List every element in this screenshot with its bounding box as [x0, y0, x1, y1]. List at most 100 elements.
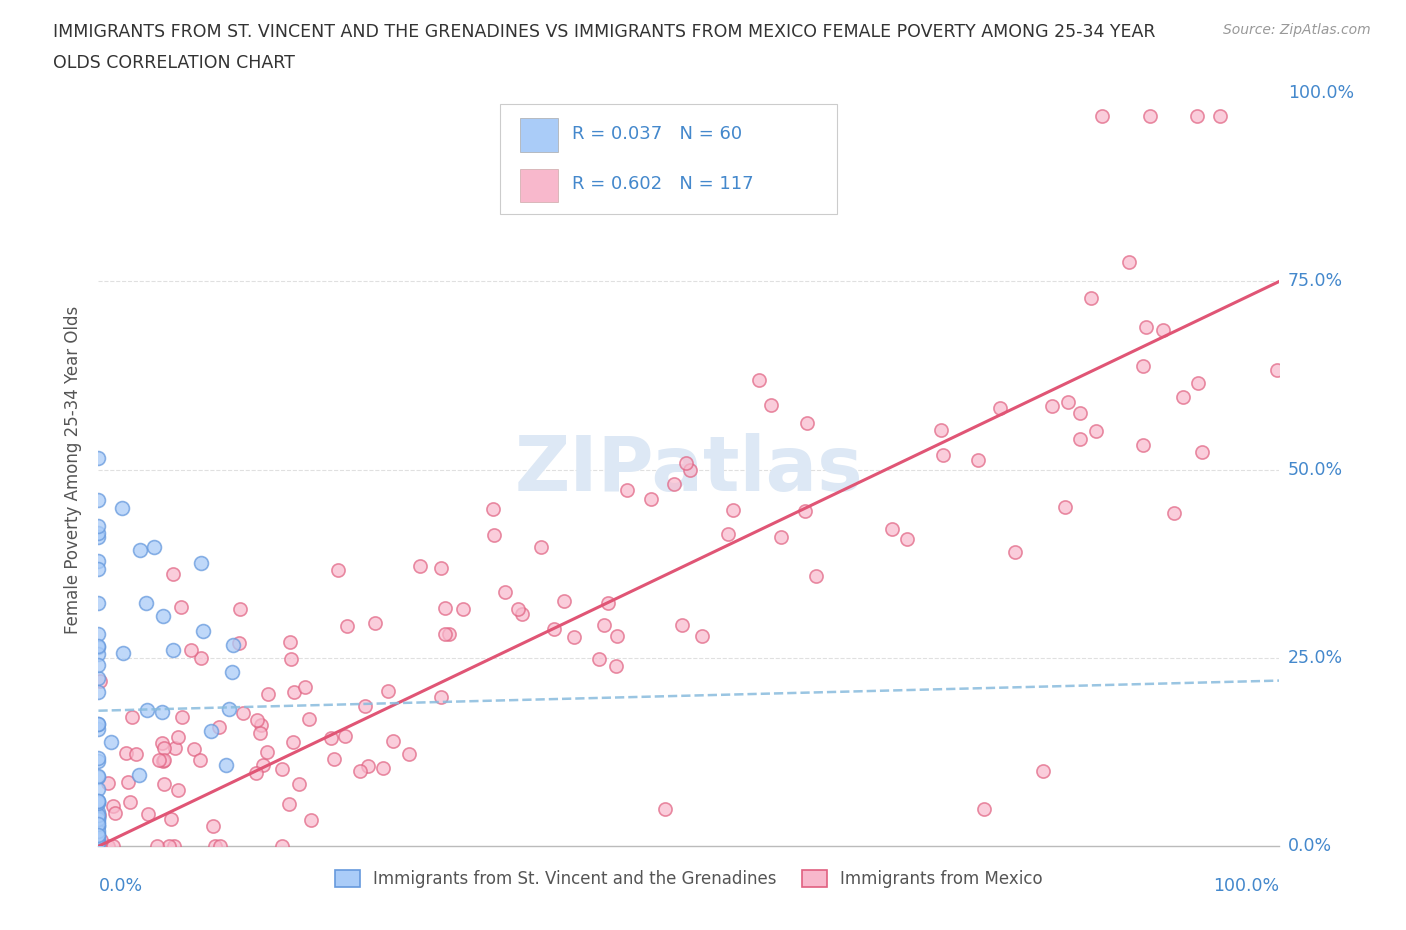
- Point: [560, 199, 582, 214]
- Text: Source: ZipAtlas.com: Source: ZipAtlas.com: [1223, 23, 1371, 37]
- Point: [382, 734, 405, 749]
- Point: [336, 618, 359, 633]
- Point: [87, 815, 110, 830]
- Text: 50.0%: 50.0%: [1288, 460, 1343, 479]
- Point: [104, 806, 127, 821]
- Point: [166, 730, 188, 745]
- Point: [101, 839, 124, 854]
- Point: [326, 563, 349, 578]
- Point: [87, 794, 110, 809]
- Point: [87, 530, 110, 545]
- Point: [97, 776, 120, 790]
- Point: [152, 752, 174, 767]
- Point: [1171, 390, 1194, 405]
- Point: [323, 751, 346, 766]
- Point: [87, 684, 110, 699]
- Point: [1069, 432, 1091, 447]
- Point: [1091, 108, 1114, 123]
- Point: [932, 447, 955, 462]
- Point: [364, 616, 387, 631]
- Point: [152, 609, 174, 624]
- Point: [640, 491, 662, 506]
- Point: [153, 777, 176, 791]
- Point: [103, 798, 125, 813]
- Point: [1132, 438, 1154, 453]
- Point: [87, 450, 110, 465]
- Point: [202, 819, 225, 834]
- Point: [87, 810, 110, 825]
- Point: [530, 539, 553, 554]
- Point: [616, 483, 638, 498]
- Point: [1163, 506, 1185, 521]
- Point: [87, 525, 110, 540]
- Point: [97, 839, 120, 854]
- Point: [510, 606, 533, 621]
- Point: [1085, 423, 1108, 438]
- Point: [87, 828, 110, 843]
- Point: [451, 602, 474, 617]
- Point: [335, 728, 357, 743]
- Point: [371, 761, 394, 776]
- Point: [675, 456, 697, 471]
- Point: [163, 839, 186, 854]
- Point: [163, 740, 186, 755]
- Point: [252, 757, 274, 772]
- Point: [596, 595, 619, 610]
- Point: [87, 807, 110, 822]
- Point: [1069, 405, 1091, 420]
- Point: [434, 600, 457, 615]
- Point: [87, 562, 110, 577]
- Point: [87, 553, 110, 568]
- FancyBboxPatch shape: [501, 104, 837, 214]
- Point: [671, 618, 693, 632]
- Point: [87, 658, 110, 672]
- Text: ZIPatlas: ZIPatlas: [515, 432, 863, 507]
- Point: [115, 746, 138, 761]
- Point: [90, 833, 112, 848]
- Point: [245, 765, 267, 780]
- Point: [87, 781, 110, 796]
- Point: [748, 372, 770, 387]
- Point: [796, 416, 818, 431]
- Point: [593, 618, 616, 632]
- Point: [398, 747, 420, 762]
- Point: [87, 769, 110, 784]
- Point: [543, 621, 565, 636]
- Point: [170, 710, 193, 724]
- Point: [153, 740, 176, 755]
- Point: [87, 793, 110, 808]
- Point: [1267, 362, 1289, 377]
- Point: [150, 736, 173, 751]
- Point: [349, 764, 371, 778]
- Point: [804, 568, 827, 583]
- Point: [506, 601, 529, 616]
- Point: [135, 703, 157, 718]
- Point: [87, 835, 110, 850]
- Point: [717, 526, 740, 541]
- Point: [87, 824, 110, 839]
- Point: [167, 783, 190, 798]
- Point: [204, 839, 226, 854]
- Point: [588, 652, 610, 667]
- Point: [200, 724, 222, 738]
- Point: [183, 741, 205, 756]
- Point: [278, 634, 301, 649]
- Point: [679, 463, 702, 478]
- Point: [298, 711, 321, 726]
- Point: [299, 813, 322, 828]
- Point: [87, 627, 110, 642]
- Point: [880, 522, 903, 537]
- Point: [430, 560, 453, 575]
- Text: 100.0%: 100.0%: [1213, 877, 1279, 895]
- Point: [277, 797, 299, 812]
- Point: [135, 595, 157, 610]
- Text: R = 0.602   N = 117: R = 0.602 N = 117: [572, 176, 754, 193]
- Point: [1032, 764, 1054, 778]
- Point: [482, 501, 505, 516]
- Point: [148, 752, 170, 767]
- Point: [229, 602, 252, 617]
- Point: [136, 806, 159, 821]
- Point: [605, 658, 627, 673]
- Point: [562, 630, 585, 644]
- Point: [281, 735, 304, 750]
